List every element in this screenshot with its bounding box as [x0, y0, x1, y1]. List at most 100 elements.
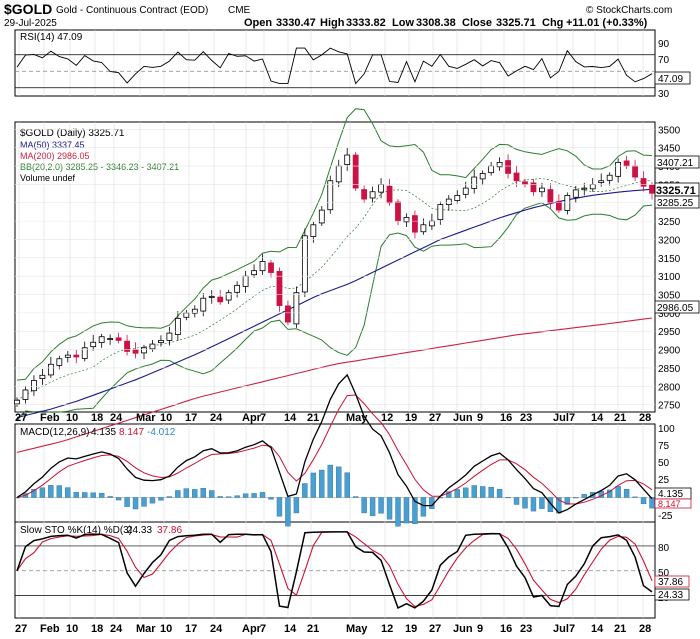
macd-hist-40 — [352, 496, 359, 498]
chg-label: Chg — [542, 17, 563, 29]
macd-hist-44 — [386, 497, 393, 520]
x-label-bottom-2: 10 — [66, 623, 78, 635]
x-label-bottom-17: Jun — [453, 623, 473, 635]
candle-body-35 — [310, 224, 317, 237]
x-label-14: 12 — [381, 412, 393, 424]
macd-hist-62 — [539, 497, 545, 509]
candle-body-1 — [22, 389, 29, 400]
x-label-bottom-9: Apr — [242, 623, 262, 635]
macd-hist-4 — [48, 485, 54, 498]
price-tick-2850: 2850 — [658, 364, 681, 375]
macd-hist-31 — [276, 497, 283, 517]
candle-body-70 — [606, 174, 613, 181]
bb-upper-tag — [654, 155, 700, 169]
candle-body-75 — [649, 184, 655, 194]
candle-body-46 — [403, 217, 410, 223]
macd-hist-66 — [573, 497, 579, 499]
rsi-value-tag-text: 47.09 — [658, 74, 683, 85]
candle-body-43 — [378, 184, 384, 193]
price-tick-3250: 3250 — [658, 217, 681, 228]
macd-hist-2 — [31, 489, 37, 498]
macd-hist-37 — [327, 464, 333, 498]
macd-legend: MACD(12,26,9) 4.135 8.147 -4.012 — [20, 427, 176, 438]
candle-body-38 — [335, 165, 342, 183]
candle-body-3 — [39, 374, 46, 379]
price-tick-3100: 3100 — [658, 272, 681, 283]
macd-hist-32 — [285, 497, 291, 527]
candle-body-18 — [166, 332, 173, 341]
macd-hist-30 — [268, 497, 274, 500]
x-label-bottom-1: Feb — [40, 623, 60, 635]
candle-body-67 — [581, 187, 588, 190]
candle-body-14 — [132, 349, 139, 354]
candle-body-32 — [285, 305, 291, 323]
close-value: 3325.71 — [496, 17, 536, 29]
x-label-2: 10 — [66, 412, 78, 424]
macd-tick-neg25: -25 — [658, 511, 673, 522]
x-label-18: 9 — [477, 412, 483, 424]
x-label-bottom-15: 19 — [405, 623, 417, 635]
exchange-label: CME — [228, 5, 251, 16]
chg-value: +11.01 (+0.33%) — [566, 17, 648, 29]
sto-legend: Slow STO %K(14) %D(3) 24.33 37.86 — [20, 525, 182, 536]
x-label-bottom-25: 28 — [639, 623, 651, 635]
candle-body-39 — [344, 154, 351, 165]
x-label-bottom-23: 14 — [591, 623, 604, 635]
macd-hist-22 — [200, 488, 206, 498]
macd-hist-35 — [310, 472, 317, 498]
macd-hist-8 — [82, 492, 88, 498]
candle-body-71 — [615, 161, 622, 177]
close-label: Close — [462, 17, 492, 29]
x-label-bottom-4: 24 — [110, 623, 123, 635]
candle-body-19 — [174, 317, 181, 335]
signal-tag — [654, 498, 692, 509]
candle-body-60 — [522, 181, 528, 185]
instrument-name: Gold - Continuous Contract (EOD) — [56, 5, 208, 16]
high-label: High — [320, 17, 345, 29]
high-value: 3333.82 — [346, 17, 386, 29]
macd-tag-text: 4.135 — [658, 489, 683, 500]
candle-body-55 — [479, 172, 486, 180]
bb-upper-line — [16, 108, 653, 381]
bb-mid-line — [16, 178, 653, 401]
rsi-axis: 90 70 50 30 — [658, 39, 670, 100]
candle-body-26 — [234, 284, 241, 293]
macd-hist-73 — [632, 496, 638, 498]
macd-layer — [14, 373, 655, 527]
macd-hist-26 — [234, 495, 240, 498]
macd-hist-39 — [344, 472, 350, 498]
candle-body-53 — [462, 187, 469, 195]
price-tags: 3407.21 3325.71 3285.25 2986.05 — [654, 155, 700, 314]
macd-legend-prefix: MACD(12,26,9) — [20, 427, 89, 438]
candle-body-73 — [632, 165, 638, 178]
vertical-gridlines — [18, 30, 644, 618]
x-label-bottom-8: 24 — [210, 623, 223, 635]
candle-body-10 — [98, 336, 105, 344]
candle-body-56 — [488, 165, 495, 174]
candle-body-28 — [251, 270, 257, 276]
candle-body-40 — [352, 154, 359, 189]
candle-body-31 — [276, 271, 283, 306]
candle-body-25 — [225, 292, 232, 301]
x-label-bottom-7: 17 — [185, 623, 197, 635]
macd-hist-52 — [454, 489, 460, 498]
candle-body-62 — [539, 187, 545, 193]
x-label-21: Jul — [553, 412, 569, 424]
ma200-tag-text: 2986.05 — [657, 303, 694, 314]
x-label-17: Jun — [453, 412, 473, 424]
candle-body-22 — [200, 297, 207, 312]
macd-hist-42 — [369, 497, 376, 517]
candle-body-34 — [301, 235, 308, 293]
macd-hist-34 — [302, 483, 308, 498]
macd-hist-75 — [649, 497, 655, 509]
x-label-1: Feb — [40, 412, 60, 424]
candle-body-57 — [496, 161, 503, 168]
chart-date: 29-Jul-2025 — [4, 18, 57, 29]
price-tick-2750: 2750 — [658, 401, 681, 412]
candle-body-5 — [56, 358, 63, 366]
low-label: Low — [392, 17, 414, 29]
macd-hist-53 — [463, 487, 469, 498]
legend-ma50: MA(50) 3337.45 — [20, 140, 85, 150]
symbol-title: $GOLD — [4, 1, 52, 17]
rsi-layer — [15, 47, 655, 89]
